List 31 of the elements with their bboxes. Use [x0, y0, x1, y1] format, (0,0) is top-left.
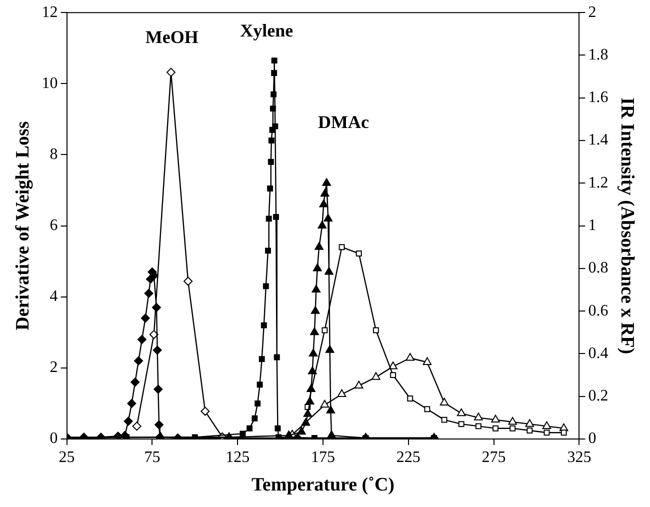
x-tick-label: 275 [482, 448, 506, 466]
x-tick-label: 325 [567, 448, 592, 466]
y-tick-label: 6 [50, 217, 58, 234]
y-tick-label: 4 [50, 288, 58, 306]
y2-tick-label: 2 [588, 4, 596, 21]
y2-tick-label: 0.6 [588, 302, 608, 320]
y-tick-label: 10 [42, 74, 58, 92]
y2-axis-title: IR Intensity (Absorbance x RF) [616, 98, 638, 354]
y2-tick-label: 0.4 [588, 344, 608, 362]
y2-tick-label: 0 [588, 430, 596, 448]
y-axis-title: Derivative of Weight Loss [12, 121, 34, 330]
annotation: DMAc [318, 112, 369, 132]
y2-tick-label: 1.2 [588, 174, 608, 192]
y2-tick-label: 1 [588, 217, 596, 234]
y2-tick-label: 0.2 [588, 388, 608, 405]
y-tick-label: 2 [50, 359, 58, 376]
x-tick-label: 225 [396, 448, 420, 466]
y2-tick-label: 1.4 [588, 132, 608, 149]
x-tick-label: 125 [226, 448, 250, 466]
y2-tick-label: 1.8 [588, 46, 608, 64]
y-tick-label: 0 [50, 430, 58, 448]
y-tick-label: 8 [50, 146, 58, 163]
y2-tick-label: 0.8 [588, 260, 608, 277]
y2-tick-label: 1.6 [588, 89, 608, 106]
x-tick-label: 175 [311, 448, 335, 466]
x-tick-label: 25 [58, 448, 75, 466]
y-tick-label: 12 [42, 4, 58, 21]
annotation: Xylene [240, 20, 294, 40]
annotation: MeOH [145, 26, 198, 47]
x-tick-label: 75 [144, 448, 160, 466]
x-axis-title: Temperature (˚C) [252, 474, 394, 496]
